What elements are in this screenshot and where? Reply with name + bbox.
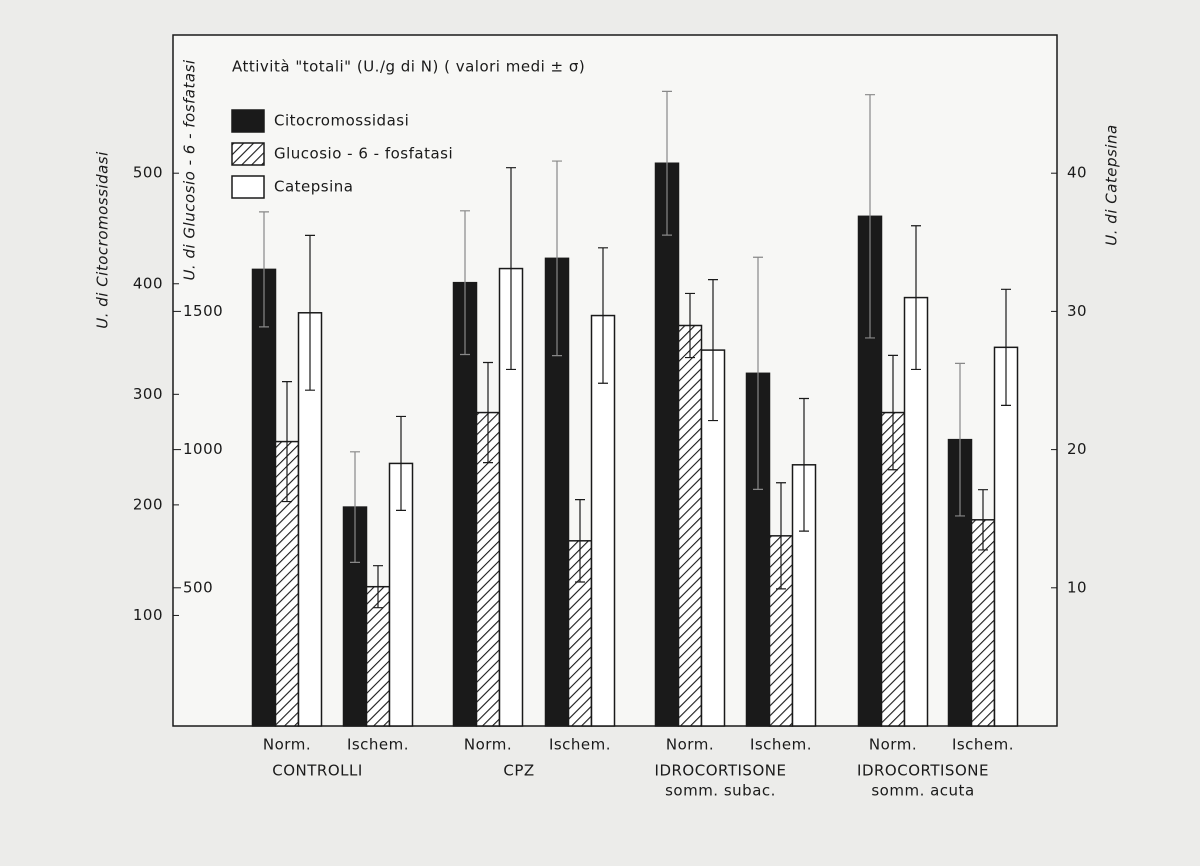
error-bar: [305, 234, 315, 391]
y3-tick-label: 10: [1067, 578, 1087, 596]
x-tick-label: Ischem.: [347, 736, 409, 754]
y-tick-label: 300: [133, 385, 163, 403]
error-bar: [483, 361, 493, 464]
error-bar: [955, 362, 965, 517]
x-tick-label: Ischem.: [952, 736, 1014, 754]
y2-tick-label: 1500: [183, 302, 223, 320]
bar: [970, 519, 996, 727]
y-tick-label: 400: [133, 274, 163, 292]
error-bar: [753, 256, 763, 491]
y3-tick-label: 30: [1067, 302, 1087, 320]
legend-swatch: [231, 109, 265, 133]
x-tick-label: Norm.: [666, 736, 714, 754]
y-tick-label: 200: [133, 495, 163, 513]
error-bar: [373, 565, 383, 609]
y3-tick-label: 40: [1067, 164, 1087, 182]
error-bar: [888, 354, 898, 471]
legend-swatch: [231, 142, 265, 166]
y2-tick-label: 1000: [183, 440, 223, 458]
y-tick-label: 500: [133, 164, 163, 182]
y-tick-label: 100: [133, 606, 163, 624]
error-bar: [911, 225, 921, 371]
error-bar: [350, 451, 360, 563]
error-bar: [776, 482, 786, 590]
legend-swatch: [231, 175, 265, 199]
legend-label: Citocromossidasi: [274, 112, 409, 130]
x-tick-label: Norm.: [263, 736, 311, 754]
x-tick-label: Ischem.: [750, 736, 812, 754]
error-bar: [865, 94, 875, 339]
error-bar: [799, 397, 809, 532]
y-axis-label: U. di Citocromossidasi: [94, 151, 112, 329]
y3-tick-label: 20: [1067, 440, 1087, 458]
error-bar: [1001, 288, 1011, 406]
legend-label: Catepsina: [274, 178, 353, 196]
legend-label: Glucosio - 6 - fosfatasi: [274, 145, 453, 163]
group-label: IDROCORTISONE: [655, 762, 787, 780]
error-bar: [708, 279, 718, 422]
error-bar: [396, 415, 406, 512]
x-tick-label: Ischem.: [549, 736, 611, 754]
group-label: CPZ: [503, 762, 534, 780]
error-bar: [460, 210, 470, 356]
error-bar: [259, 211, 269, 328]
group-label: CONTROLLI: [272, 762, 363, 780]
group-label: IDROCORTISONE: [857, 762, 989, 780]
chart-title: Attività "totali" (U./g di N) ( valori m…: [232, 58, 585, 76]
group-label: somm. acuta: [871, 782, 974, 800]
x-tick-label: Norm.: [869, 736, 917, 754]
y3-axis-label: U. di Catepsina: [1103, 124, 1121, 245]
group-label: somm. subac.: [665, 782, 776, 800]
error-bar: [598, 247, 608, 384]
x-tick-label: Norm.: [464, 736, 512, 754]
bar: [654, 162, 680, 727]
y2-axis-label: U. di Glucosio - 6 - fosfatasi: [181, 59, 199, 280]
error-bar: [685, 292, 695, 359]
error-bar: [282, 381, 292, 503]
bar: [677, 324, 703, 727]
bar: [251, 268, 277, 727]
y2-tick-label: 500: [183, 578, 213, 596]
error-bar: [552, 160, 562, 357]
error-bar: [662, 90, 672, 236]
error-bar: [978, 489, 988, 551]
error-bar: [506, 167, 516, 371]
error-bar: [575, 499, 585, 583]
